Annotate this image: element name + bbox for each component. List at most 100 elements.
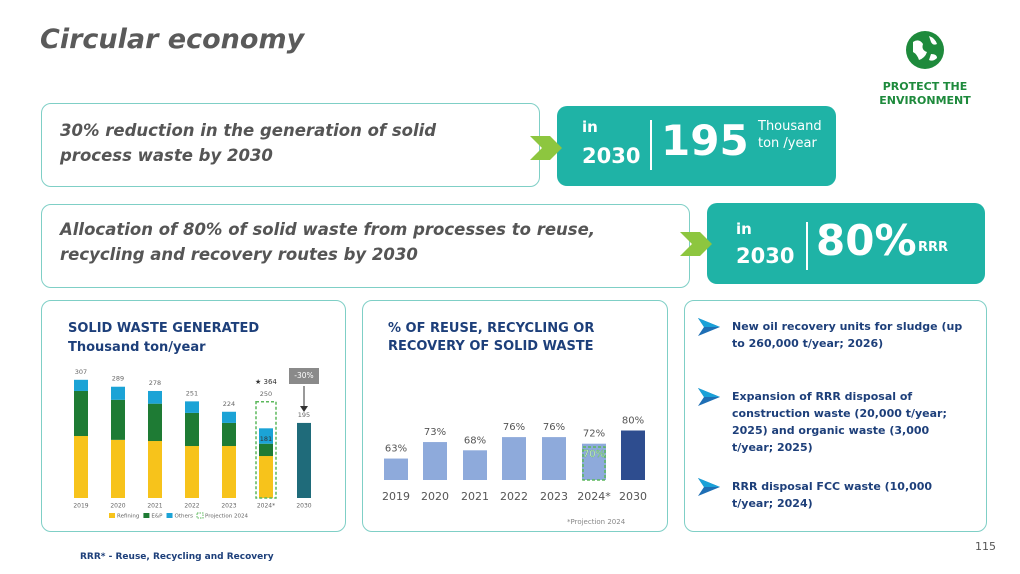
legend-label: Projection 2024 — [205, 514, 248, 520]
legend-swatch — [166, 513, 173, 518]
target-prefix: in — [736, 220, 752, 238]
bar-segment — [222, 411, 236, 423]
overlay-label: 70% — [583, 449, 605, 460]
annotation: ★ 364 — [255, 378, 277, 386]
total-label: 278 — [149, 379, 161, 387]
projection-bar — [255, 401, 277, 499]
x-tick-label: 2021 — [461, 490, 489, 503]
value-label: 73% — [424, 427, 446, 438]
bar-segment — [74, 436, 88, 498]
total-label: 250 — [260, 390, 272, 398]
bar-segment — [148, 390, 162, 404]
x-tick-label: 2019 — [382, 490, 410, 503]
bar-segment — [148, 403, 162, 442]
value-label: 80% — [622, 416, 644, 427]
target-box — [707, 203, 985, 284]
bar — [423, 442, 447, 480]
x-tick-label: 2023 — [221, 503, 236, 510]
chart-panel — [362, 300, 668, 532]
chart-note: *Projection 2024 — [567, 518, 626, 526]
legend-label: Others — [175, 514, 194, 520]
badge: PROTECT THE ENVIRONMENT — [879, 80, 971, 107]
globe-icon — [906, 31, 944, 69]
x-tick-label: 2023 — [540, 490, 568, 503]
x-tick-label: 2019 — [73, 503, 88, 510]
total-label: 195 — [298, 411, 310, 419]
bar — [463, 450, 487, 480]
bullet-text: Expansion of RRR disposal of constructio… — [732, 390, 947, 454]
x-tick-label: 2022 — [500, 490, 528, 503]
legend-label: E&P — [151, 514, 163, 520]
slide-title: Circular economy — [40, 24, 305, 55]
divider — [806, 222, 808, 270]
bar-segment — [259, 443, 273, 457]
bar — [621, 430, 645, 480]
overlay-bar — [582, 446, 606, 481]
callout-arrow-head — [300, 406, 308, 412]
bar-segment — [222, 446, 236, 498]
annotation: 181 — [260, 435, 272, 443]
bar — [542, 437, 566, 480]
legend-swatch — [109, 513, 115, 518]
bar-segment — [259, 428, 273, 444]
x-tick-label: 2020 — [110, 503, 125, 510]
target-unit: RRR — [918, 240, 949, 255]
arrow — [680, 232, 712, 256]
x-tick-label: 2024* — [257, 503, 275, 510]
goal-box — [41, 204, 690, 288]
total-label: 307 — [75, 368, 87, 376]
bullet-icon — [698, 478, 720, 496]
goal-text: Allocation of 80% of solid waste from pr… — [60, 220, 596, 264]
target-box — [557, 106, 836, 186]
bullet-icon — [698, 388, 720, 406]
goal-box — [41, 103, 540, 187]
chart: 63% 2019 73% 2020 68% 2021 76% 2022 76% 2023 72% 20… — [382, 416, 647, 527]
bar-segment — [185, 446, 199, 498]
bar-segment — [297, 422, 311, 498]
chart-subtitle: Thousand ton/year — [68, 340, 206, 355]
bar-segment — [259, 456, 273, 498]
x-tick-label: 2030 — [619, 490, 647, 503]
value-label: 72% — [583, 429, 605, 440]
bullet-icon — [698, 318, 720, 336]
bar-segment — [111, 386, 125, 400]
bullet-panel — [684, 300, 987, 532]
target-figure: 195 — [661, 116, 749, 165]
total-label: 289 — [112, 375, 124, 383]
bar-segment — [74, 390, 88, 437]
bullet-text: RRR disposal FCC waste (10,000 t/year; 2… — [732, 480, 933, 510]
bar-segment — [185, 412, 199, 447]
total-label: 224 — [223, 400, 235, 408]
x-tick-label: 2030 — [296, 503, 311, 510]
value-label: 76% — [543, 422, 565, 433]
page-number: 115 — [975, 540, 996, 553]
chart: 307 2019 289 2020 278 2021 251 2022 224 2023 250 20… — [73, 368, 319, 520]
x-tick-label: 2020 — [421, 490, 449, 503]
bullet-text: New oil recovery units for sludge (up to… — [732, 320, 963, 350]
target-unit: Thousand ton /year — [758, 119, 822, 151]
annotation: -30% — [294, 371, 313, 380]
target-figure: 80% — [816, 216, 917, 265]
callout-box — [289, 368, 319, 384]
bar-segment — [148, 441, 162, 498]
total-label: 251 — [186, 389, 198, 397]
x-tick-label: 2022 — [184, 503, 199, 510]
bar-segment — [74, 379, 88, 391]
bar — [502, 437, 526, 480]
divider — [650, 120, 652, 170]
bar — [582, 443, 606, 480]
chart-title: % OF REUSE, RECYCLING OR RECOVERY OF SOL… — [388, 321, 595, 354]
bar-segment — [111, 439, 125, 498]
value-label: 68% — [464, 435, 486, 446]
bar-segment — [185, 401, 199, 413]
footnote: RRR* - Reuse, Recycling and Recovery — [80, 552, 274, 562]
legend-swatch — [143, 513, 150, 518]
goal-text: 30% reduction in the generation of solid… — [60, 121, 437, 165]
legend-swatch — [196, 512, 204, 519]
value-label: 76% — [503, 422, 525, 433]
target-year: 2030 — [736, 244, 795, 268]
legend-label: Refining — [117, 514, 139, 520]
chart-title: SOLID WASTE GENERATED — [68, 321, 260, 336]
x-tick-label: 2021 — [147, 503, 162, 510]
